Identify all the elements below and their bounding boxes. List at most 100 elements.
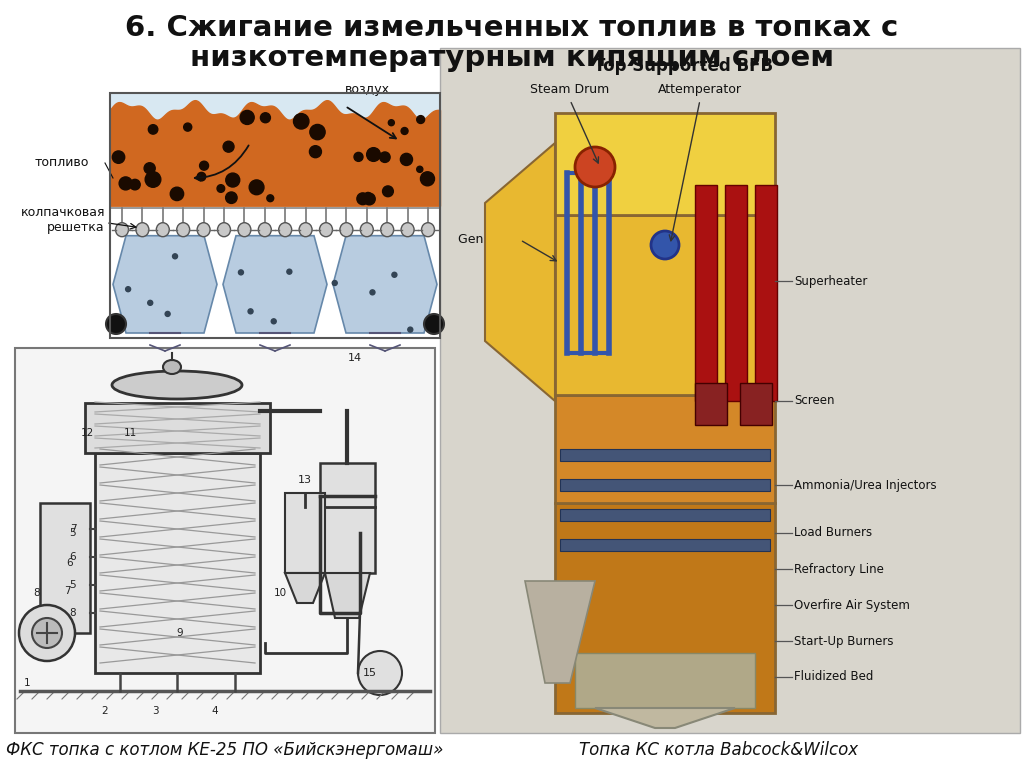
Circle shape [380,152,390,162]
Text: 6: 6 [70,552,77,562]
Circle shape [183,123,191,131]
Polygon shape [333,236,437,333]
Circle shape [365,193,372,200]
Text: 1: 1 [24,678,31,688]
Circle shape [370,290,375,295]
FancyBboxPatch shape [85,403,270,453]
Circle shape [294,114,309,129]
FancyBboxPatch shape [40,503,90,633]
Circle shape [400,154,413,165]
Text: 3: 3 [152,706,159,716]
FancyBboxPatch shape [725,185,746,401]
Polygon shape [325,573,370,618]
Ellipse shape [299,223,312,237]
Circle shape [383,186,393,197]
FancyBboxPatch shape [440,48,1020,733]
Text: 12: 12 [80,428,93,438]
Ellipse shape [319,223,333,237]
Text: Generating Bank: Generating Bank [458,233,564,247]
Text: Refractory Line: Refractory Line [794,562,884,575]
Circle shape [119,177,132,190]
Text: Top Supported BFB: Top Supported BFB [594,57,773,75]
Text: Screen: Screen [794,395,835,408]
Ellipse shape [163,360,181,374]
Text: 2: 2 [101,706,109,716]
FancyBboxPatch shape [555,395,775,503]
Circle shape [388,120,394,126]
Circle shape [367,147,380,161]
Circle shape [271,319,276,324]
Text: 8: 8 [70,608,77,618]
FancyBboxPatch shape [755,185,777,401]
Circle shape [332,280,337,286]
Circle shape [309,146,322,157]
Ellipse shape [217,223,230,237]
Ellipse shape [238,223,251,237]
FancyBboxPatch shape [110,110,440,206]
Text: Топка КС котла Babcock&Wilcox: Топка КС котла Babcock&Wilcox [579,741,858,759]
Circle shape [130,180,140,190]
Circle shape [145,171,161,187]
FancyBboxPatch shape [319,463,375,573]
Ellipse shape [136,223,148,237]
Text: 11: 11 [123,428,136,438]
Circle shape [106,314,126,334]
Text: 14: 14 [348,353,362,363]
Circle shape [417,166,423,172]
Text: 10: 10 [273,588,287,598]
Polygon shape [285,573,325,603]
Text: 5: 5 [70,580,77,590]
Circle shape [32,618,62,648]
Text: Load Burners: Load Burners [794,527,872,539]
Text: 6: 6 [67,558,74,568]
Circle shape [267,195,273,202]
Polygon shape [113,236,217,333]
Circle shape [165,311,170,316]
FancyBboxPatch shape [555,113,775,215]
Text: низкотемпературным кипящим слоем: низкотемпературным кипящим слоем [189,44,835,72]
Circle shape [260,113,270,123]
Text: Steam Drum: Steam Drum [530,83,609,96]
Circle shape [113,151,125,164]
Circle shape [217,184,224,192]
Circle shape [424,314,444,334]
Circle shape [417,116,425,124]
Circle shape [126,286,131,292]
Ellipse shape [116,223,128,237]
Circle shape [200,161,209,170]
Text: ФКС топка с котлом КЕ-25 ПО «Бийскэнергомаш»: ФКС топка с котлом КЕ-25 ПО «Бийскэнерго… [6,741,443,759]
Text: 5: 5 [70,528,77,538]
Text: Ammonia/Urea Injectors: Ammonia/Urea Injectors [794,478,937,492]
Circle shape [170,187,183,200]
Ellipse shape [258,223,271,237]
Text: 9: 9 [177,628,183,638]
Ellipse shape [381,223,393,237]
Text: Superheater: Superheater [794,274,867,287]
Circle shape [421,172,434,186]
FancyBboxPatch shape [695,185,717,401]
Text: Attemperator: Attemperator [658,83,742,96]
Circle shape [241,111,254,124]
Text: 7: 7 [70,524,77,534]
FancyBboxPatch shape [560,509,770,521]
Text: Fluidized Bed: Fluidized Bed [794,670,873,684]
Text: топливо: топливо [35,157,89,170]
Circle shape [354,152,362,161]
Text: 8: 8 [34,588,40,598]
Text: воздух: воздух [345,83,390,96]
Circle shape [144,163,156,174]
Ellipse shape [360,223,374,237]
Circle shape [147,300,153,306]
Polygon shape [525,581,595,683]
Ellipse shape [279,223,292,237]
Circle shape [198,172,206,181]
Circle shape [19,605,75,661]
Ellipse shape [422,223,434,237]
Ellipse shape [340,223,353,237]
Circle shape [248,309,253,314]
Circle shape [223,141,234,152]
Ellipse shape [177,223,189,237]
Ellipse shape [401,223,414,237]
Text: 13: 13 [298,475,312,485]
Circle shape [392,273,397,277]
